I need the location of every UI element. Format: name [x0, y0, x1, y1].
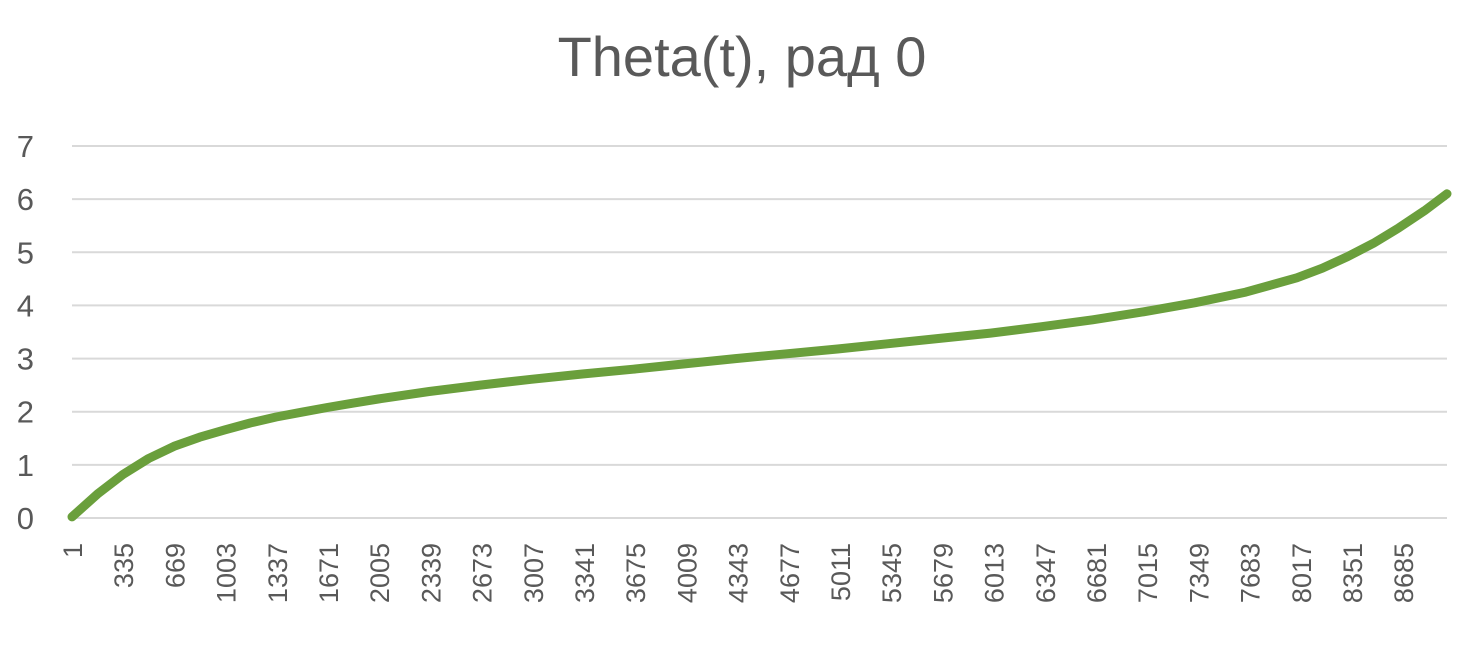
x-tick-label: 2339: [416, 543, 446, 603]
x-tick-label: 7015: [1133, 543, 1163, 603]
x-tick-label: 6013: [980, 543, 1010, 603]
x-tick-label: 8017: [1287, 543, 1317, 603]
x-tick-label: 8351: [1338, 543, 1368, 603]
series-group: [72, 194, 1447, 517]
x-tick-label: 1003: [212, 543, 242, 603]
x-tick-label: 3675: [621, 543, 651, 603]
x-tick-label: 4009: [672, 543, 702, 603]
x-tick-label: 335: [109, 543, 139, 588]
x-tick-label: 4343: [724, 543, 754, 603]
y-tick-label: 3: [17, 342, 34, 377]
x-tick-label: 5345: [877, 543, 907, 603]
y-tick-label: 0: [17, 501, 34, 536]
y-tick-label: 6: [17, 182, 34, 217]
x-tick-label: 3341: [570, 543, 600, 603]
x-tick-label: 3007: [519, 543, 549, 603]
x-tick-label: 7683: [1236, 543, 1266, 603]
gridlines: [72, 146, 1447, 518]
y-tick-label: 7: [17, 129, 34, 164]
x-tick-label: 8685: [1389, 543, 1419, 603]
x-tick-label: 7349: [1184, 543, 1214, 603]
x-tick-label: 1: [58, 543, 88, 558]
chart-title: Theta(t), рад 0: [558, 25, 927, 88]
x-tick-label: 669: [160, 543, 190, 588]
x-tick-label: 5679: [928, 543, 958, 603]
x-tick-label: 1337: [263, 543, 293, 603]
x-tick-label: 5011: [826, 543, 856, 601]
x-tick-label: 1671: [314, 543, 344, 603]
x-tick-label: 6347: [1031, 543, 1061, 603]
x-tick-label: 4677: [775, 543, 805, 603]
series-line-theta: [72, 194, 1447, 517]
x-tick-label: 2005: [365, 543, 395, 603]
y-tick-label: 2: [17, 395, 34, 430]
x-axis-ticks: 1 335 669 1003 1337 1671 2005 2339 2673 3007 3341 3…: [58, 543, 1419, 603]
y-axis-ticks: 0 1 2 3 4 5 6 7: [17, 129, 34, 536]
x-tick-label: 2673: [468, 543, 498, 603]
y-tick-label: 1: [17, 448, 34, 483]
y-tick-label: 5: [17, 235, 34, 270]
x-tick-label: 6681: [1082, 543, 1112, 603]
y-tick-label: 4: [17, 288, 34, 323]
